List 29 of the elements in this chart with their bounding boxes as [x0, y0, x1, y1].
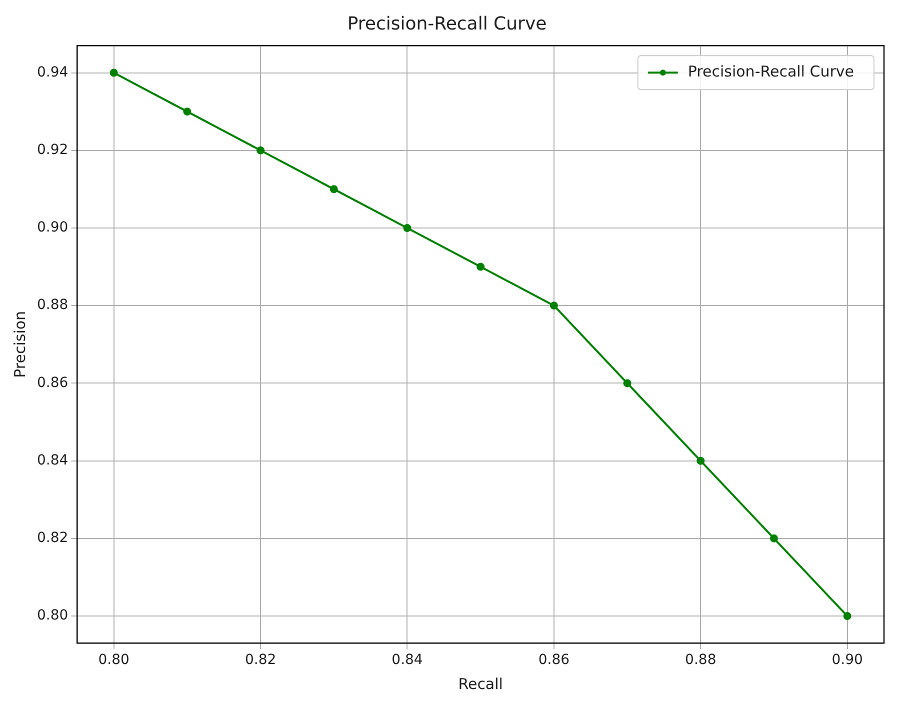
point	[476, 262, 485, 271]
x-tick-label: 0.82	[244, 652, 276, 668]
point	[623, 379, 632, 388]
y-axis-title: Precision	[10, 310, 29, 378]
point	[843, 612, 852, 620]
point	[110, 68, 118, 77]
y-tick-label: 0.90	[37, 220, 68, 236]
point	[550, 302, 558, 310]
chart-title: Precision-Recall Curve	[347, 13, 547, 34]
x-tick-label: 0.88	[685, 652, 716, 668]
y-tick-label: 0.80	[37, 608, 68, 624]
y-tick-label: 0.94	[37, 64, 68, 80]
point	[256, 146, 265, 154]
x-tick-label: 0.90	[832, 652, 863, 668]
y-tick-label: 0.82	[37, 530, 68, 546]
point	[330, 185, 338, 194]
legend-label: Precision-Recall Curve	[688, 62, 854, 80]
y-tick-label: 0.88	[37, 297, 68, 314]
y-tick-label: 0.92	[37, 142, 68, 158]
point	[403, 224, 412, 232]
point	[770, 534, 778, 542]
y-tick-label: 0.84	[37, 452, 68, 468]
point	[183, 108, 192, 116]
y-tick-label: 0.86	[37, 374, 68, 391]
x-tick-label: 0.80	[98, 652, 130, 668]
x-axis-title: Recall	[458, 674, 503, 693]
point	[696, 456, 705, 465]
x-tick-label: 0.84	[392, 652, 423, 668]
x-tick-label: 0.86	[538, 652, 570, 668]
